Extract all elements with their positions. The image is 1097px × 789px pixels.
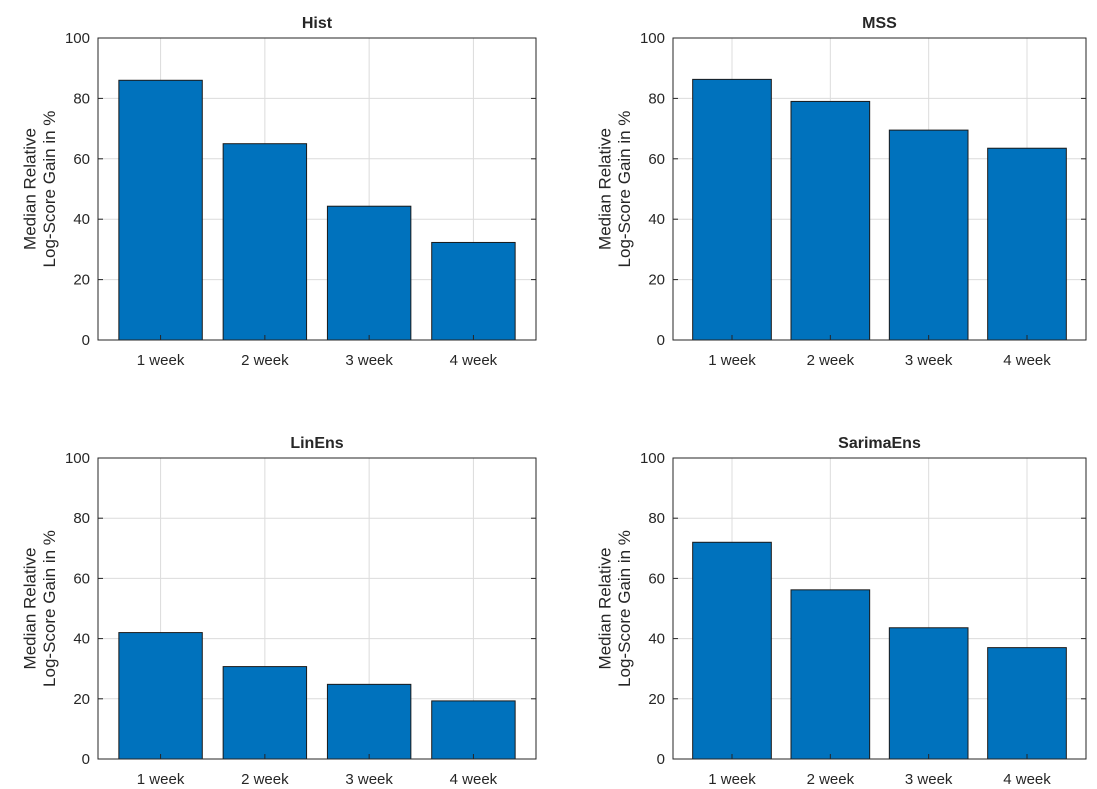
y-tick-label: 60 bbox=[648, 151, 665, 168]
y-axis-label-line: Log-Score Gain in % bbox=[40, 111, 59, 268]
y-tick-label: 80 bbox=[648, 510, 665, 527]
x-tick-label: 3 week bbox=[905, 771, 953, 788]
bar-4 bbox=[431, 241, 516, 341]
x-tick-label: 3 week bbox=[345, 771, 393, 788]
chart-panel-3: 0 20 40 60 80 100 1 week 2 week 3 week 4 week LinE… bbox=[20, 435, 537, 788]
bar-2 bbox=[790, 589, 871, 760]
y-tick-label: 0 bbox=[82, 332, 90, 349]
chart-panel-4: 0 20 40 60 80 100 1 week 2 week 3 week 4 week Sari… bbox=[595, 435, 1087, 788]
x-tick-label: 4 week bbox=[450, 771, 498, 788]
y-axis-label: Median RelativeLog-Score Gain in % bbox=[595, 111, 634, 268]
y-tick-label: 80 bbox=[73, 510, 90, 527]
y-axis-label: Median RelativeLog-Score Gain in % bbox=[20, 111, 59, 268]
y-tick-label: 80 bbox=[73, 90, 90, 107]
y-tick-label: 40 bbox=[73, 211, 90, 228]
bar-1 bbox=[118, 632, 203, 760]
y-tick-label: 80 bbox=[648, 90, 665, 107]
bar-4 bbox=[987, 147, 1067, 341]
bar-4 bbox=[987, 647, 1067, 760]
bar-3 bbox=[326, 683, 412, 760]
y-tick-label: 20 bbox=[73, 691, 90, 708]
y-tick-label: 60 bbox=[648, 570, 665, 587]
chart-panel-1: 0 20 40 60 80 100 1 week 2 week 3 week 4 week Hist… bbox=[20, 15, 537, 369]
y-tick-label: 0 bbox=[82, 751, 90, 768]
y-tick-label: 100 bbox=[640, 450, 665, 467]
x-tick-label: 3 week bbox=[345, 352, 393, 369]
y-axis-label-line: Log-Score Gain in % bbox=[615, 530, 634, 687]
axes-box bbox=[97, 37, 537, 341]
y-axis-label-line: Log-Score Gain in % bbox=[615, 111, 634, 268]
axes-box bbox=[97, 457, 537, 760]
bar-4 bbox=[431, 700, 516, 760]
chart-title: MSS bbox=[862, 15, 897, 32]
y-axis-label-line: Log-Score Gain in % bbox=[40, 530, 59, 687]
bar-1 bbox=[118, 79, 203, 341]
x-tick-label: 1 week bbox=[137, 352, 185, 369]
y-axis-label-line: Median Relative bbox=[595, 128, 614, 250]
x-tick-label: 2 week bbox=[241, 352, 289, 369]
x-tick-label: 1 week bbox=[708, 771, 756, 788]
bar-3 bbox=[326, 205, 412, 341]
bar-2 bbox=[790, 100, 871, 341]
y-tick-label: 100 bbox=[65, 450, 90, 467]
x-tick-label: 3 week bbox=[905, 352, 953, 369]
y-tick-label: 0 bbox=[657, 332, 665, 349]
y-tick-label: 100 bbox=[65, 30, 90, 47]
chart-title: SarimaEns bbox=[838, 435, 921, 452]
x-tick-label: 4 week bbox=[1003, 352, 1051, 369]
y-axis-label-line: Median Relative bbox=[20, 548, 39, 670]
y-tick-label: 20 bbox=[648, 691, 665, 708]
chart-title: LinEns bbox=[290, 435, 343, 452]
x-tick-label: 4 week bbox=[1003, 771, 1051, 788]
y-axis-label: Median RelativeLog-Score Gain in % bbox=[20, 530, 59, 687]
y-tick-label: 20 bbox=[73, 272, 90, 289]
axes-box bbox=[672, 37, 1087, 341]
y-tick-label: 20 bbox=[648, 272, 665, 289]
y-tick-label: 60 bbox=[73, 570, 90, 587]
y-tick-label: 60 bbox=[73, 151, 90, 168]
bar-1 bbox=[692, 78, 772, 341]
y-tick-label: 100 bbox=[640, 30, 665, 47]
y-tick-label: 40 bbox=[73, 631, 90, 648]
x-tick-label: 4 week bbox=[450, 352, 498, 369]
bar-2 bbox=[222, 666, 308, 760]
y-axis-label-line: Median Relative bbox=[595, 548, 614, 670]
y-tick-label: 40 bbox=[648, 211, 665, 228]
x-tick-label: 1 week bbox=[137, 771, 185, 788]
x-tick-label: 2 week bbox=[807, 771, 855, 788]
y-axis-label: Median RelativeLog-Score Gain in % bbox=[595, 530, 634, 687]
bar-2 bbox=[222, 143, 308, 341]
y-axis-label-line: Median Relative bbox=[20, 128, 39, 250]
x-tick-label: 2 week bbox=[241, 771, 289, 788]
bar-3 bbox=[888, 129, 969, 341]
chart-panel-2: 0 20 40 60 80 100 1 week 2 week 3 week 4 week MSS M… bbox=[595, 15, 1087, 369]
bar-3 bbox=[888, 627, 969, 760]
x-tick-label: 2 week bbox=[807, 352, 855, 369]
bar-1 bbox=[692, 541, 772, 760]
y-tick-label: 0 bbox=[657, 751, 665, 768]
x-tick-label: 1 week bbox=[708, 352, 756, 369]
axes-box bbox=[672, 457, 1087, 760]
chart-title: Hist bbox=[302, 15, 333, 32]
y-tick-label: 40 bbox=[648, 631, 665, 648]
